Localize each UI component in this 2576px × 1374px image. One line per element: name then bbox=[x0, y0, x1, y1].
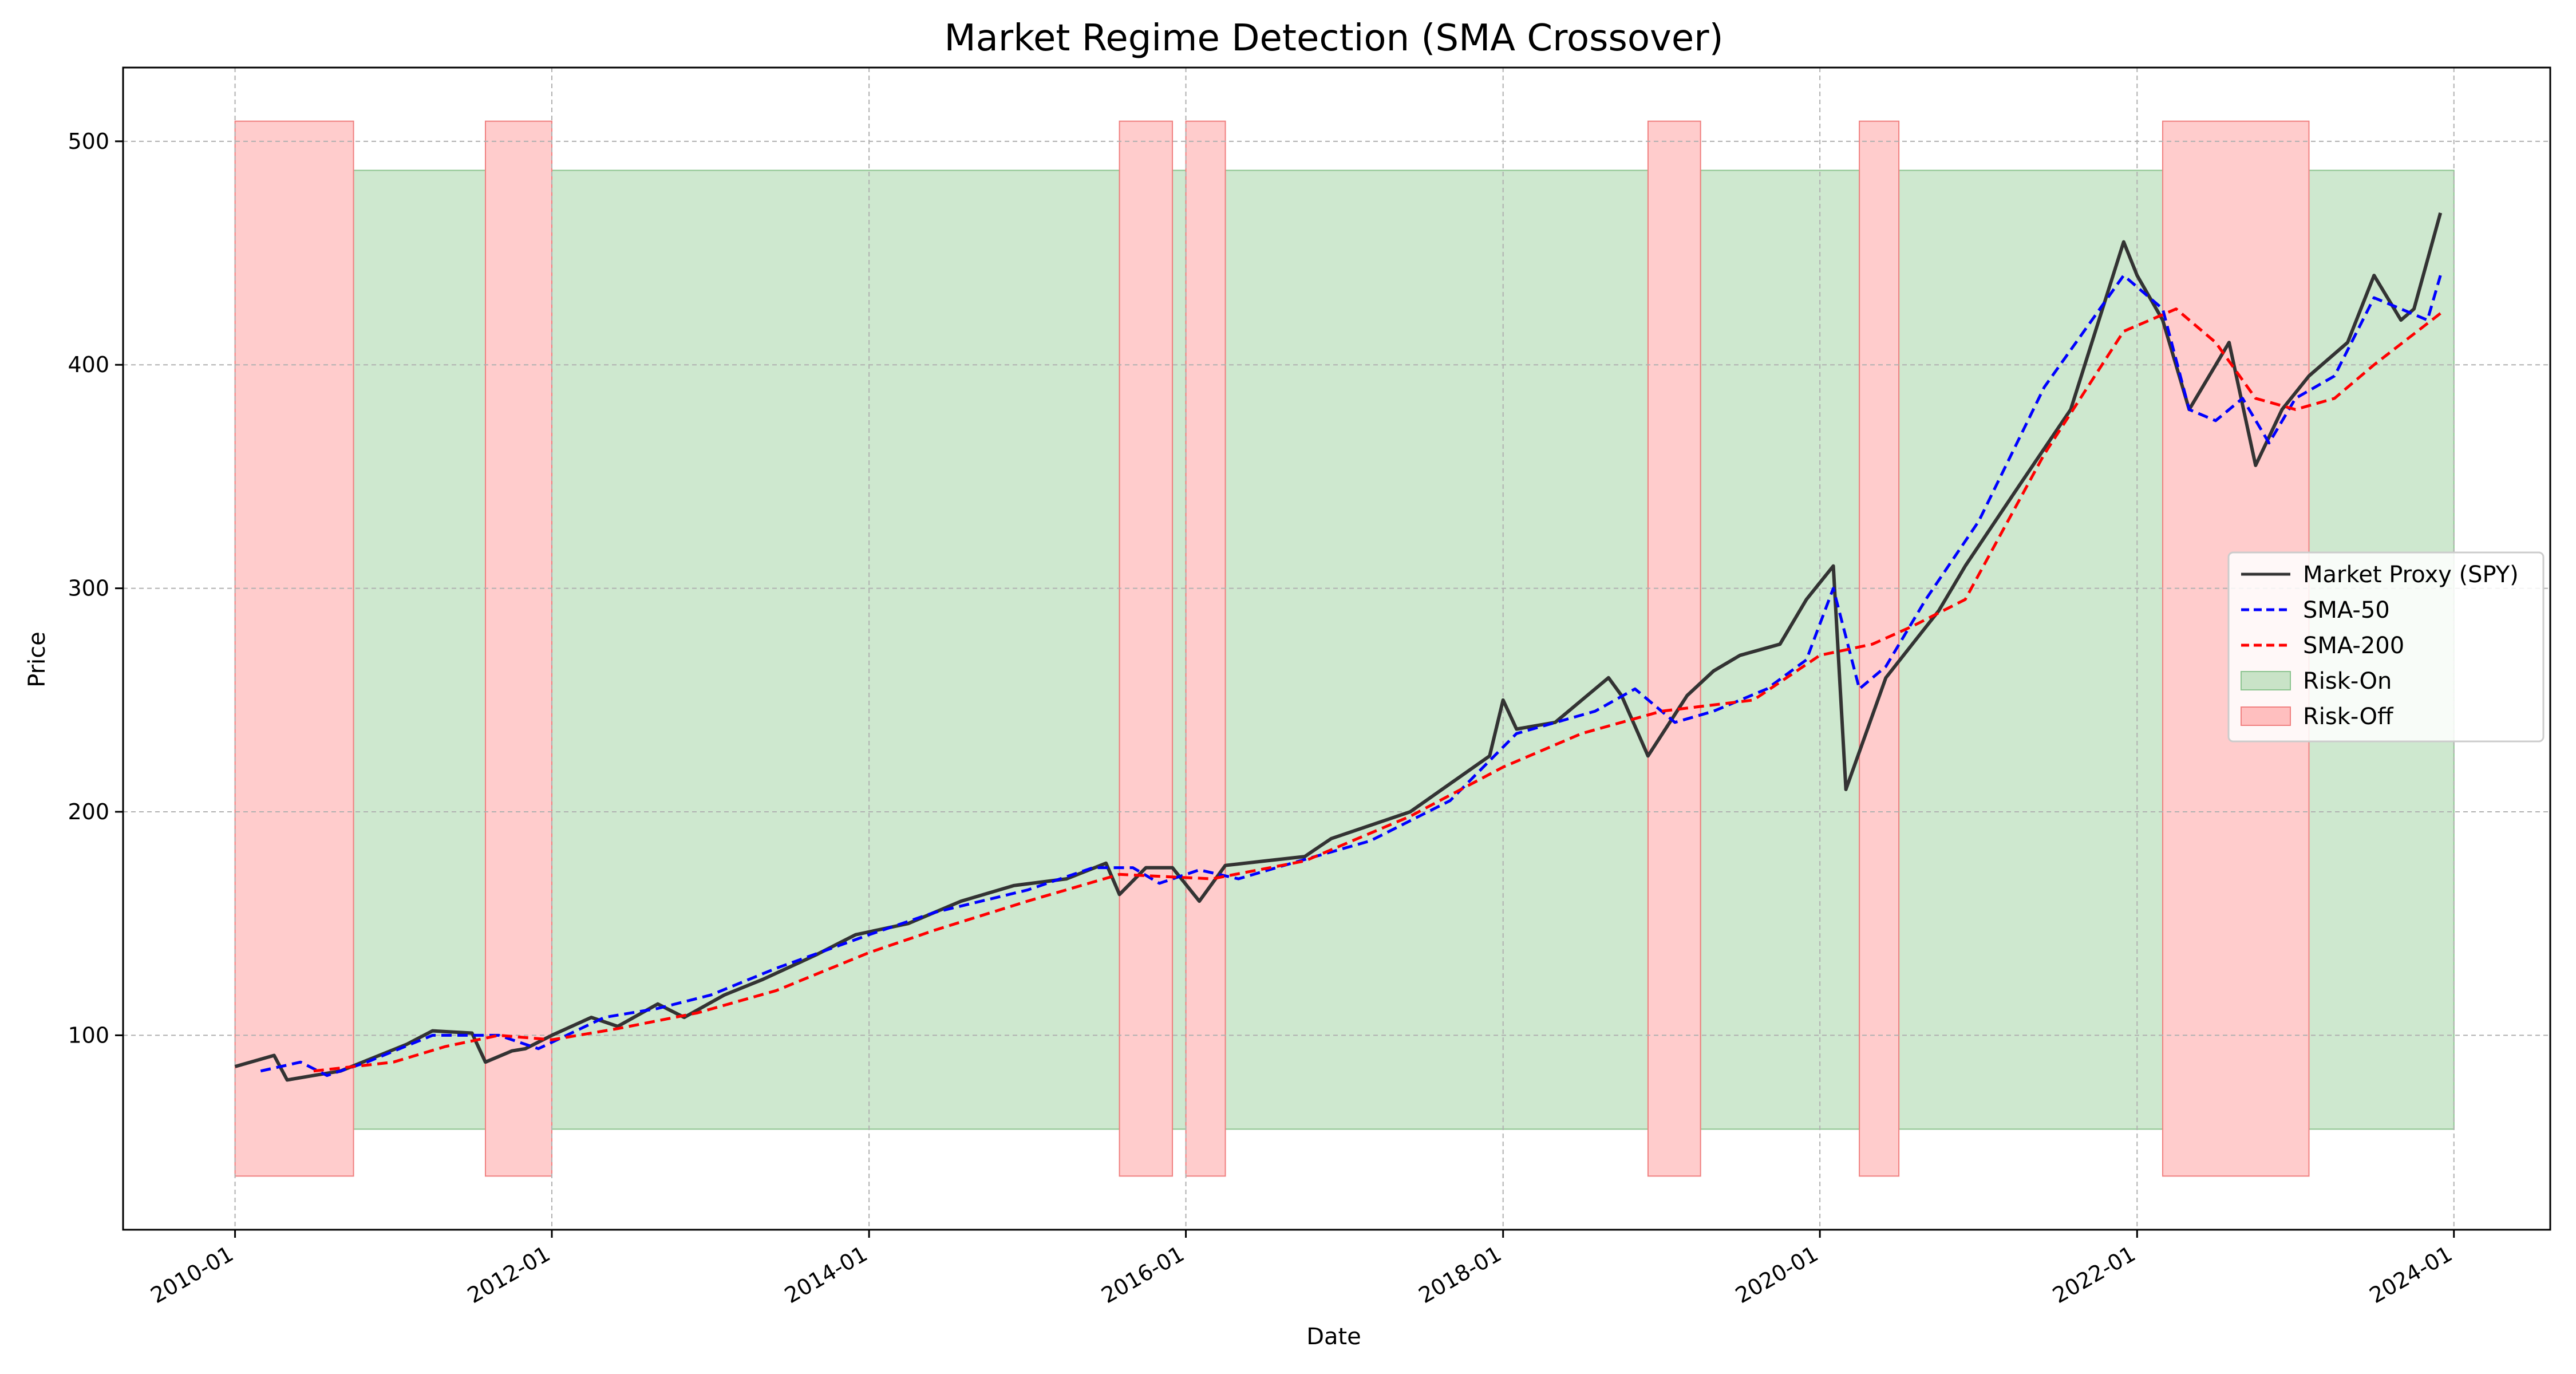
risk-on-band bbox=[1224, 169, 1649, 1130]
grid-lines bbox=[123, 68, 2550, 1230]
sma-200-line bbox=[313, 307, 2441, 1073]
legend-item-price-label: Market Proxy (SPY) bbox=[2303, 562, 2519, 588]
risk-on-band bbox=[1172, 169, 1187, 1130]
legend-box bbox=[2227, 551, 2545, 743]
risk-off-band bbox=[485, 120, 552, 1177]
legend-item-risk-off-swatch bbox=[2241, 706, 2291, 726]
risk-off-band bbox=[1119, 120, 1174, 1177]
legend-item-sma-200-label: SMA-200 bbox=[2303, 633, 2404, 659]
legend-item-risk-on-swatch bbox=[2241, 671, 2291, 690]
y-tick-label: 100 bbox=[68, 1022, 109, 1048]
risk-on-band bbox=[1700, 169, 1860, 1130]
price-line bbox=[234, 212, 2443, 1082]
risk-off-band bbox=[234, 120, 354, 1177]
risk-off-band bbox=[1859, 120, 1900, 1177]
risk-on-band bbox=[1898, 169, 2164, 1130]
y-tick-label: 200 bbox=[68, 799, 109, 824]
y-tick-label: 400 bbox=[68, 352, 109, 377]
chart-title: Market Regime Detection (SMA Crossover) bbox=[944, 17, 1723, 60]
plot-frame bbox=[122, 66, 2551, 1231]
x-axis-label: Date bbox=[1306, 1324, 1361, 1350]
axes bbox=[115, 66, 2551, 1238]
risk-on-band bbox=[353, 169, 487, 1130]
sma-50-line bbox=[260, 274, 2442, 1077]
legend-item-risk-off-label: Risk-Off bbox=[2303, 704, 2394, 730]
legend: Market Proxy (SPY) SMA-50 SMA-200 Risk-On Ri… bbox=[2227, 551, 2545, 743]
risk-off-band bbox=[1647, 120, 1701, 1177]
legend-item-sma-50-label: SMA-50 bbox=[2303, 597, 2390, 623]
series-lines bbox=[234, 212, 2443, 1082]
y-axis-label: Price bbox=[24, 631, 50, 688]
y-tick-label: 300 bbox=[68, 576, 109, 601]
risk-on-band bbox=[551, 169, 1120, 1130]
risk-off-band bbox=[1185, 120, 1226, 1177]
y-tick-label: 500 bbox=[68, 129, 109, 154]
legend-item-risk-on-label: Risk-On bbox=[2303, 668, 2392, 694]
regime-bands bbox=[234, 120, 2455, 1177]
